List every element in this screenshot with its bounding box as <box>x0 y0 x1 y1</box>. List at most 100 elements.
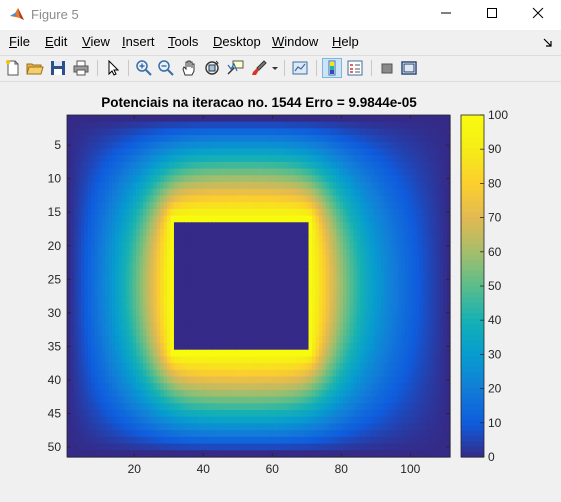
heatmap-cell <box>419 169 423 176</box>
heatmap-cell <box>112 356 116 363</box>
heatmap-cell <box>143 249 147 256</box>
data-cursor-icon[interactable] <box>226 59 244 77</box>
heatmap-cell <box>319 283 323 290</box>
menu-window[interactable]: Window <box>272 34 318 49</box>
heatmap-cell <box>253 383 257 390</box>
heatmap-cell <box>129 195 133 202</box>
brush-icon[interactable] <box>250 59 268 77</box>
menu-insert[interactable]: Insert <box>122 34 155 49</box>
pan-hand-icon[interactable] <box>180 59 198 77</box>
heatmap-cell <box>343 323 347 330</box>
heatmap-cell <box>191 289 195 296</box>
heatmap-cell <box>443 155 447 162</box>
print-icon[interactable] <box>72 59 90 77</box>
heatmap-cell <box>153 142 157 149</box>
heatmap-cell <box>129 135 133 142</box>
menu-desktop[interactable]: Desktop <box>213 34 261 49</box>
heatmap-cell <box>191 216 195 223</box>
heatmap-cell <box>88 343 92 350</box>
heatmap-cell <box>291 403 295 410</box>
edit-plot-arrow-icon[interactable] <box>104 59 122 77</box>
heatmap-cell <box>374 216 378 223</box>
heatmap-cell <box>319 189 323 196</box>
heatmap-cell <box>212 142 216 149</box>
open-file-icon[interactable] <box>26 59 44 77</box>
heatmap-cell <box>167 316 171 323</box>
heatmap-cell <box>412 343 416 350</box>
heatmap-cell <box>153 343 157 350</box>
heatmap-cell <box>333 276 337 283</box>
heatmap-cell <box>295 377 299 384</box>
heatmap-cell <box>181 209 185 216</box>
save-icon[interactable] <box>49 59 67 77</box>
heatmap-cell <box>350 276 354 283</box>
heatmap-cell <box>222 169 226 176</box>
heatmap-cell <box>88 316 92 323</box>
legend-toggle-icon[interactable] <box>346 59 364 77</box>
heatmap-cell <box>108 249 112 256</box>
heatmap-cell <box>139 390 143 397</box>
heatmap-cell <box>429 336 433 343</box>
heatmap-cell <box>326 316 330 323</box>
heatmap-cell <box>274 209 278 216</box>
heatmap-cell <box>429 155 433 162</box>
menu-help[interactable]: Help <box>332 34 359 49</box>
close-button[interactable] <box>515 0 561 30</box>
heatmap-cell <box>133 316 137 323</box>
heatmap-cell <box>395 309 399 316</box>
heatmap-cell <box>136 296 140 303</box>
menu-file[interactable]: File <box>9 34 30 49</box>
heatmap-cell <box>250 175 254 182</box>
heatmap-cell <box>291 182 295 189</box>
minimize-button[interactable] <box>423 0 469 30</box>
heatmap-cell <box>212 216 216 223</box>
maximize-button[interactable] <box>469 0 515 30</box>
heatmap-cell <box>433 128 437 135</box>
heatmap-cell <box>74 216 78 223</box>
heatmap-cell <box>343 182 347 189</box>
heatmap-cell <box>215 229 219 236</box>
hide-plot-tools-icon[interactable] <box>378 59 396 77</box>
menu-view[interactable]: View <box>82 34 110 49</box>
heatmap-cell <box>360 209 364 216</box>
heatmap-cell <box>302 175 306 182</box>
heatmap-cell <box>243 236 247 243</box>
heatmap-cell <box>167 222 171 229</box>
rotate-3d-icon[interactable] <box>203 59 221 77</box>
show-plot-tools-icon[interactable] <box>400 59 418 77</box>
heatmap-cell <box>195 149 199 156</box>
heatmap-cell <box>364 403 368 410</box>
heatmap-cell <box>205 296 209 303</box>
heatmap-cell <box>336 269 340 276</box>
heatmap-cell <box>388 403 392 410</box>
heatmap-cell <box>395 128 399 135</box>
new-figure-icon[interactable] <box>4 59 22 77</box>
heatmap-cell <box>208 276 212 283</box>
heatmap-cell <box>195 209 199 216</box>
heatmap-plot[interactable]: Potenciais na iteracao no. 1544 Erro = 9… <box>0 82 561 502</box>
heatmap-cell <box>340 189 344 196</box>
heatmap-cell <box>195 336 199 343</box>
heatmap-cell <box>233 236 237 243</box>
heatmap-cell <box>167 377 171 384</box>
heatmap-cell <box>405 323 409 330</box>
dock-arrow-icon[interactable] <box>543 35 553 45</box>
colorbar-toggle-icon[interactable] <box>323 59 341 77</box>
zoom-out-icon[interactable] <box>157 59 175 77</box>
brush-dropdown-icon[interactable] <box>270 59 280 77</box>
menu-edit[interactable]: Edit <box>45 34 67 49</box>
heatmap-cell <box>257 316 261 323</box>
heatmap-cell <box>84 115 88 122</box>
heatmap-cell <box>412 390 416 397</box>
heatmap-cell <box>70 370 74 377</box>
heatmap-cell <box>419 222 423 229</box>
heatmap-cell <box>126 330 130 337</box>
link-plot-icon[interactable] <box>291 59 309 77</box>
heatmap-cell <box>102 397 106 404</box>
heatmap-cell <box>274 256 278 263</box>
heatmap-cell <box>412 195 416 202</box>
zoom-in-icon[interactable] <box>135 59 153 77</box>
heatmap-cell <box>95 182 99 189</box>
menu-tools[interactable]: Tools <box>168 34 198 49</box>
heatmap-cell <box>281 303 285 310</box>
